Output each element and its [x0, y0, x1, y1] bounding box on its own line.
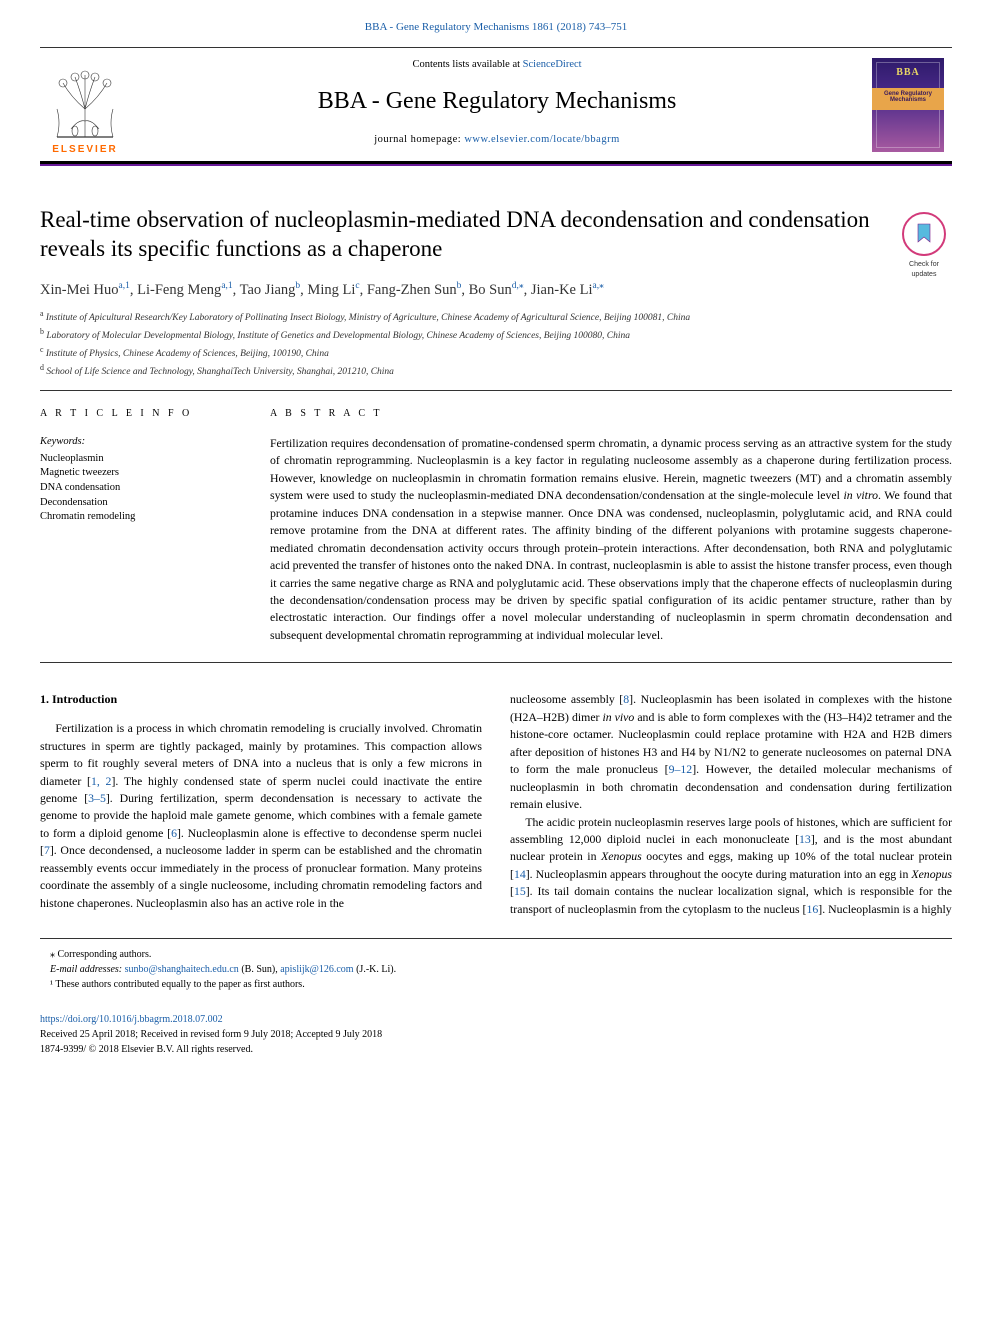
keyword-item: Magnetic tweezers: [40, 466, 240, 481]
running-header: BBA - Gene Regulatory Mechanisms 1861 (2…: [0, 0, 992, 47]
check-updates-badge: [902, 212, 946, 256]
citation-link[interactable]: BBA - Gene Regulatory Mechanisms 1861 (2…: [365, 21, 627, 33]
contents-prefix: Contents lists available at: [412, 59, 522, 70]
authors-line: Xin-Mei Huoa,1, Li-Feng Menga,1, Tao Jia…: [40, 280, 952, 300]
intro-heading: 1. Introduction: [40, 691, 482, 708]
check-updates-text-1: Check for: [896, 260, 952, 270]
elsevier-tree-icon: [51, 69, 119, 141]
corresponding-author-note: ⁎ Corresponding authors.: [40, 947, 952, 962]
email-addresses-line: E-mail addresses: sunbo@shanghaitech.edu…: [40, 962, 952, 977]
copyright-line: 1874-9399/ © 2018 Elsevier B.V. All righ…: [40, 1044, 253, 1055]
abstract-column: A B S T R A C T Fertilization requires d…: [270, 407, 952, 644]
ref-link[interactable]: 15: [514, 884, 526, 898]
affiliation-row: a Institute of Apicultural Research/Key …: [40, 308, 952, 326]
cover-top-text: BBA: [872, 66, 944, 80]
journal-title: BBA - Gene Regulatory Mechanisms: [130, 85, 864, 119]
keyword-item: Nucleoplasmin: [40, 452, 240, 467]
affiliation-row: b Laboratory of Molecular Developmental …: [40, 326, 952, 344]
elsevier-wordmark: ELSEVIER: [52, 143, 117, 157]
check-updates-text-2: updates: [896, 270, 952, 280]
homepage-label: journal homepage:: [374, 134, 464, 145]
intro-para-2: The acidic protein nucleoplasmin reserve…: [510, 814, 952, 919]
intro-para-1: Fertilization is a process in which chro…: [40, 720, 482, 912]
affiliation-row: c Institute of Physics, Chinese Academy …: [40, 344, 952, 362]
masthead-accent-rule: [40, 164, 952, 166]
affiliations-block: a Institute of Apicultural Research/Key …: [40, 308, 952, 380]
body-col-left: 1. Introduction Fertilization is a proce…: [40, 691, 482, 918]
article-info-column: A R T I C L E I N F O Keywords: Nucleopl…: [40, 407, 240, 644]
abstract-text: Fertilization requires decondensation of…: [270, 435, 952, 644]
received-line: Received 25 April 2018; Received in revi…: [40, 1029, 382, 1040]
body-columns: 1. Introduction Fertilization is a proce…: [40, 691, 952, 918]
keyword-item: DNA condensation: [40, 481, 240, 496]
footnotes-block: ⁎ Corresponding authors. E-mail addresse…: [40, 938, 952, 992]
bookmark-check-icon: [911, 221, 937, 247]
email-label: E-mail addresses:: [50, 964, 125, 975]
cover-ribbon-line2: Mechanisms: [890, 97, 926, 103]
ref-link[interactable]: 16: [807, 902, 819, 916]
ref-link[interactable]: 9–12: [669, 762, 693, 776]
email-link-2[interactable]: apislijk@126.com: [280, 964, 353, 975]
article-title: Real-time observation of nucleoplasmin-m…: [40, 206, 876, 264]
email-name-2: (J.-K. Li).: [354, 964, 397, 975]
ref-link[interactable]: 14: [514, 867, 526, 881]
keyword-item: Decondensation: [40, 496, 240, 511]
cover-ribbon-line1: Gene Regulatory: [884, 91, 932, 97]
body-col-right: nucleosome assembly [8]. Nucleoplasmin h…: [510, 691, 952, 918]
ref-link[interactable]: 7: [44, 843, 50, 857]
email-name-1: (B. Sun),: [239, 964, 280, 975]
intro-para-1-cont: nucleosome assembly [8]. Nucleoplasmin h…: [510, 691, 952, 813]
ref-link[interactable]: 8: [623, 692, 629, 706]
journal-homepage-link[interactable]: www.elsevier.com/locate/bbagrm: [464, 134, 619, 145]
journal-cover-thumbnail: BBA Gene Regulatory Mechanisms: [872, 58, 944, 152]
article-info-label: A R T I C L E I N F O: [40, 407, 240, 421]
equal-contribution-note: ¹ These authors contributed equally to t…: [40, 977, 952, 992]
cover-ribbon: Gene Regulatory Mechanisms: [872, 88, 944, 110]
ref-link[interactable]: 3–5: [88, 791, 106, 805]
ref-link[interactable]: 13: [799, 832, 811, 846]
doi-block: https://doi.org/10.1016/j.bbagrm.2018.07…: [40, 1012, 952, 1057]
journal-masthead: ELSEVIER Contents lists available at Sci…: [40, 47, 952, 164]
ref-link[interactable]: 1, 2: [91, 774, 112, 788]
abstract-label: A B S T R A C T: [270, 407, 952, 421]
email-link-1[interactable]: sunbo@shanghaitech.edu.cn: [125, 964, 239, 975]
contents-list-line: Contents lists available at ScienceDirec…: [130, 58, 864, 73]
journal-homepage-line: journal homepage: www.elsevier.com/locat…: [130, 133, 864, 148]
keywords-list: NucleoplasminMagnetic tweezersDNA conden…: [40, 452, 240, 525]
ref-link[interactable]: 6: [171, 826, 177, 840]
doi-link[interactable]: https://doi.org/10.1016/j.bbagrm.2018.07…: [40, 1014, 223, 1025]
elsevier-logo-block: ELSEVIER: [40, 48, 130, 161]
sciencedirect-link[interactable]: ScienceDirect: [523, 59, 582, 70]
affiliation-row: d School of Life Science and Technology,…: [40, 362, 952, 380]
info-abstract-row: A R T I C L E I N F O Keywords: Nucleopl…: [40, 390, 952, 663]
keyword-item: Chromatin remodeling: [40, 510, 240, 525]
journal-cover: BBA Gene Regulatory Mechanisms: [864, 48, 952, 161]
keywords-label: Keywords:: [40, 435, 240, 450]
masthead-center: Contents lists available at ScienceDirec…: [130, 48, 864, 161]
check-for-updates-widget[interactable]: Check for updates: [896, 212, 952, 280]
